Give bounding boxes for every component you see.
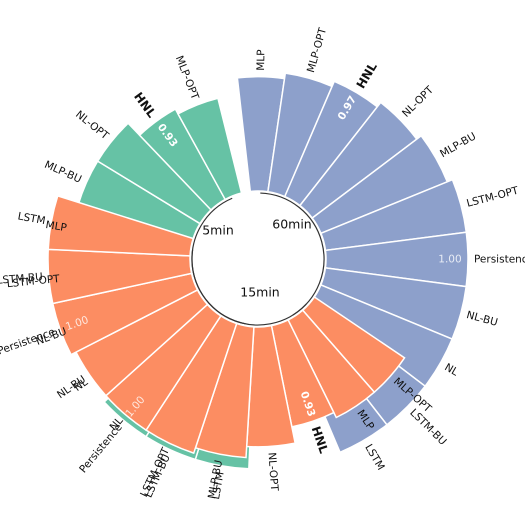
category-label-60min-mlp: MLP [255,49,267,70]
category-label-60min-hnl: HNL [354,60,380,91]
category-label-5min-mlp: MLP [45,219,68,234]
category-label-60min-nl-bu: NL-BU [465,309,499,329]
bars-layer [47,72,469,470]
category-label-5min-hnl: HNL [131,90,159,121]
category-label-60min-mlp-opt: MLP-OPT [305,26,329,74]
category-label-60min-lstm-bu: LSTM-BU [407,407,448,448]
category-label-60min-lstm-opt: LSTM-OPT [465,185,520,210]
group-arc-60min [260,192,325,316]
category-label-15min-lstm: LSTM [17,210,47,227]
bar-15min-mlp [287,309,376,419]
category-label-5min-mlp-bu: MLP-BU [43,159,84,186]
category-label-60min-persistence: Persistence [474,253,525,265]
bar-5min-hnl [138,108,227,211]
group-label-5min: 5min [202,223,234,238]
bar-5min-mlp-opt [176,97,243,201]
group-label-15min: 15min [240,285,279,300]
category-label-5min-lstm: LSTM [210,471,227,501]
bar-15min-lstm [47,194,195,257]
value-label-60min-persistence: 1.00 [438,253,461,265]
bar-5min-nl-opt [96,122,213,225]
category-label-60min-nl-opt: NL-OPT [400,84,436,120]
category-label-60min-lstm: LSTM [362,442,387,472]
category-label-5min-nl-opt: NL-OPT [73,109,111,143]
group-arcs-layer [191,192,325,326]
category-label-15min-lstm-bu: LSTM-BU [0,271,43,287]
category-label-60min-mlp-bu: MLP-BU [438,130,478,160]
group-arc-15min [191,249,307,326]
category-label-5min-mlp-opt: MLP-OPT [173,54,201,102]
category-label-15min-hnl: HNL [309,424,331,455]
category-label-5min-lstm-opt: LSTM-OPT [6,273,61,290]
category-label-15min-nl-opt: NL-OPT [265,452,280,492]
group-label-60min: 60min [272,217,311,232]
category-label-60min-nl: NL [442,361,460,378]
